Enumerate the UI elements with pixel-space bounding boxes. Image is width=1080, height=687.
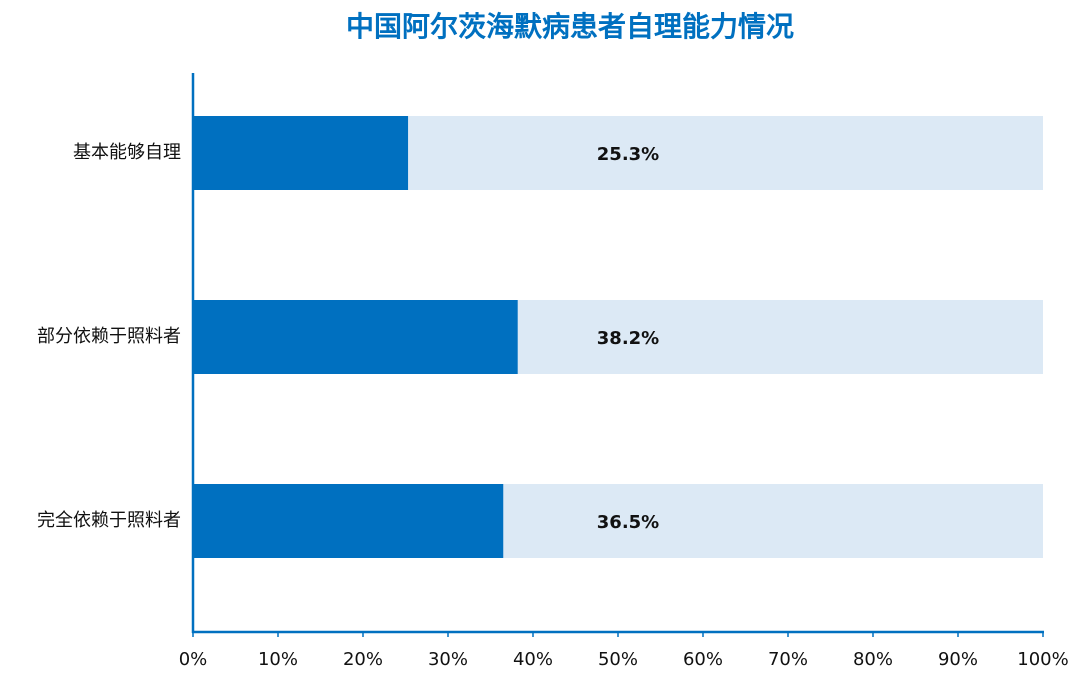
value-label: 36.5% [597, 512, 659, 533]
x-tick-label: 20% [343, 649, 383, 670]
value-label: 38.2% [597, 328, 659, 349]
x-tick-label: 50% [598, 649, 638, 670]
x-tick-label: 40% [513, 649, 553, 670]
x-tick-label: 30% [428, 649, 468, 670]
y-tick-label: 基本能够自理 [73, 142, 181, 163]
value-label: 25.3% [597, 144, 659, 165]
x-tick-label: 0% [179, 649, 208, 670]
x-tick-label: 80% [853, 649, 893, 670]
x-tick-label: 100% [1017, 649, 1068, 670]
y-tick-label: 部分依赖于照料者 [37, 326, 181, 347]
bar [193, 484, 504, 558]
chart-title: 中国阿尔茨海默病患者自理能力情况 [346, 10, 794, 43]
bar [193, 116, 409, 190]
x-tick-label: 90% [938, 649, 978, 670]
y-tick-label: 完全依赖于照料者 [37, 510, 181, 531]
x-tick-label: 70% [768, 649, 808, 670]
x-tick-label: 10% [258, 649, 298, 670]
bar [193, 300, 518, 374]
x-tick-label: 60% [683, 649, 723, 670]
